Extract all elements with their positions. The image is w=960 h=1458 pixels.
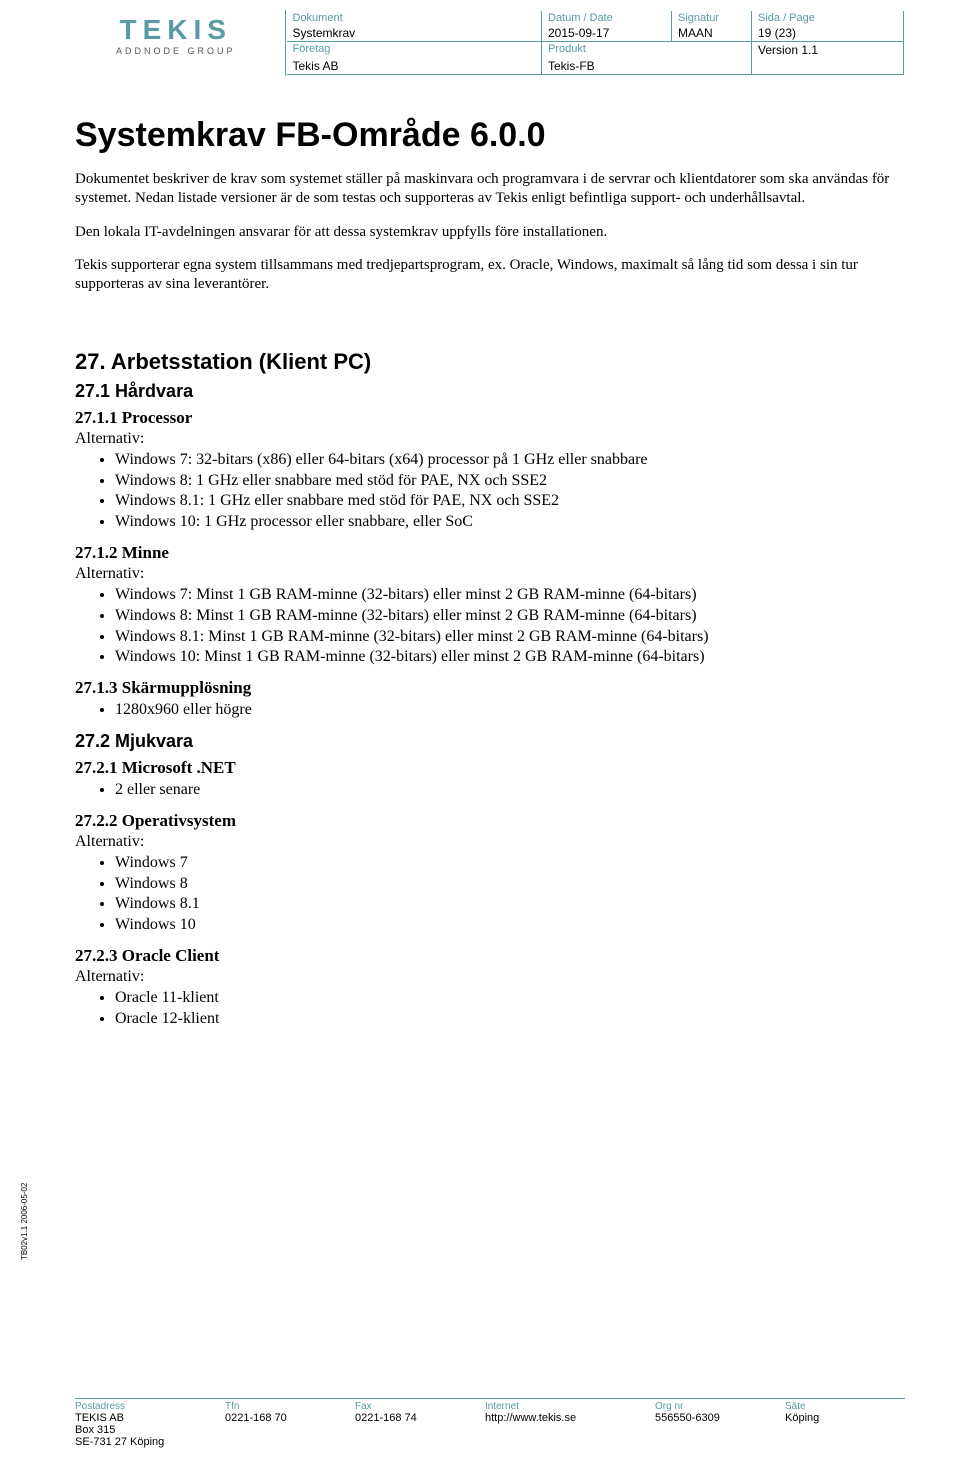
list-item: Windows 7: 32-bitars (x86) eller 64-bita… <box>115 450 905 471</box>
list-item: Windows 10: Minst 1 GB RAM-minne (32-bit… <box>115 647 905 668</box>
val-sida: 19 (23) <box>752 25 904 42</box>
list-item: Windows 8: 1 GHz eller snabbare med stöd… <box>115 471 905 492</box>
val-fax: 0221-168 74 <box>355 1412 485 1424</box>
val-post1: TEKIS AB <box>75 1412 225 1424</box>
list-item: 2 eller senare <box>115 780 905 801</box>
list-item: Windows 8.1: Minst 1 GB RAM-minne (32-bi… <box>115 627 905 648</box>
h-27: 27. Arbetsstation (Klient PC) <box>75 349 905 375</box>
val-version: Version 1.1 <box>752 42 904 59</box>
list-item: Windows 10 <box>115 915 905 936</box>
list-item: Windows 8 <box>115 874 905 895</box>
list-item: Windows 8.1 <box>115 894 905 915</box>
val-tfn: 0221-168 70 <box>225 1412 355 1424</box>
alt-27-1-1: Alternativ: <box>75 430 905 448</box>
list-item: Windows 7 <box>115 853 905 874</box>
document-header: TEKIS ADDNODE GROUP Dokument Datum / Dat… <box>75 10 905 76</box>
lbl-foretag: Företag <box>287 42 542 59</box>
list-item: Oracle 12-klient <box>115 1009 905 1030</box>
alt-27-1-2: Alternativ: <box>75 565 905 583</box>
list-item: Oracle 11-klient <box>115 988 905 1009</box>
val-datum: 2015-09-17 <box>542 25 672 42</box>
lbl-produkt: Produkt <box>542 42 752 59</box>
lbl-fax: Fax <box>355 1401 485 1412</box>
h-27-2-1: 27.2.1 Microsoft .NET <box>75 758 905 778</box>
val-signatur: MAAN <box>672 25 752 42</box>
lbl-sida: Sida / Page <box>752 11 904 25</box>
document-footer: Postadress Tfn Fax Internet Org nr Säte … <box>75 1398 905 1448</box>
list-item: Windows 7: Minst 1 GB RAM-minne (32-bita… <box>115 585 905 606</box>
side-rotated-label: TB02v1.1 2006-05-02 <box>20 1183 29 1260</box>
lbl-datum: Datum / Date <box>542 11 672 25</box>
h-27-2-2: 27.2.2 Operativsystem <box>75 811 905 831</box>
val-foretag: Tekis AB <box>287 58 542 75</box>
val-produkt: Tekis-FB <box>542 58 752 75</box>
h-27-1-3: 27.1.3 Skärmupplösning <box>75 678 905 698</box>
list-item: Windows 10: 1 GHz processor eller snabba… <box>115 512 905 533</box>
list-27-1-3: 1280x960 eller högre <box>75 700 905 721</box>
list-27-1-1: Windows 7: 32-bitars (x86) eller 64-bita… <box>75 450 905 533</box>
h-27-1: 27.1 Hårdvara <box>75 381 905 402</box>
list-27-1-2: Windows 7: Minst 1 GB RAM-minne (32-bita… <box>75 585 905 668</box>
lbl-tfn: Tfn <box>225 1401 355 1412</box>
intro-p2: Den lokala IT-avdelningen ansvarar för a… <box>75 223 905 242</box>
val-post2: Box 315 <box>75 1424 225 1436</box>
val-sate: Köping <box>785 1412 905 1424</box>
intro-p1: Dokumentet beskriver de krav som systeme… <box>75 170 905 208</box>
lbl-internet: Internet <box>485 1401 655 1412</box>
list-item: 1280x960 eller högre <box>115 700 905 721</box>
list-27-2-2: Windows 7 Windows 8 Windows 8.1 Windows … <box>75 853 905 936</box>
lbl-org: Org nr <box>655 1401 785 1412</box>
lbl-signatur: Signatur <box>672 11 752 25</box>
intro-p3: Tekis supporterar egna system tillsamman… <box>75 256 905 294</box>
h-27-2: 27.2 Mjukvara <box>75 731 905 752</box>
logo-main: TEKIS <box>75 16 277 44</box>
alt-27-2-3: Alternativ: <box>75 968 905 986</box>
val-post3: SE-731 27 Köping <box>75 1436 225 1448</box>
list-27-2-3: Oracle 11-klient Oracle 12-klient <box>75 988 905 1030</box>
logo-sub: ADDNODE GROUP <box>75 46 277 56</box>
list-item: Windows 8: Minst 1 GB RAM-minne (32-bita… <box>115 606 905 627</box>
alt-27-2-2: Alternativ: <box>75 833 905 851</box>
list-item: Windows 8.1: 1 GHz eller snabbare med st… <box>115 491 905 512</box>
val-internet: http://www.tekis.se <box>485 1412 655 1424</box>
lbl-dokument: Dokument <box>287 11 542 25</box>
lbl-sate: Säte <box>785 1401 905 1412</box>
h-27-1-1: 27.1.1 Processor <box>75 408 905 428</box>
val-org: 556550-6309 <box>655 1412 785 1424</box>
h-27-1-2: 27.1.2 Minne <box>75 543 905 563</box>
list-27-2-1: 2 eller senare <box>75 780 905 801</box>
page-title: Systemkrav FB-Område 6.0.0 <box>75 116 905 155</box>
val-dokument: Systemkrav <box>287 25 542 42</box>
h-27-2-3: 27.2.3 Oracle Client <box>75 946 905 966</box>
lbl-postadress: Postadress <box>75 1401 225 1412</box>
